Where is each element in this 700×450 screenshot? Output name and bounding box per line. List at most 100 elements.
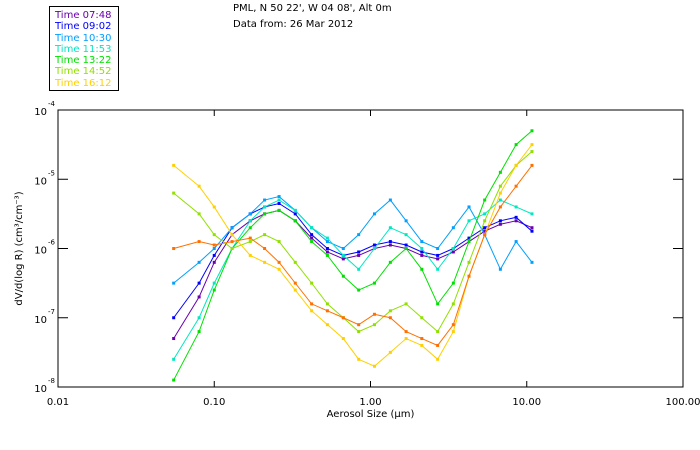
data-point — [172, 337, 176, 341]
data-point — [310, 226, 314, 230]
data-point — [325, 253, 329, 257]
legend: Time 07:48 Time 09:02 Time 10:30 Time 11:53… — [49, 6, 119, 91]
data-point — [498, 184, 502, 188]
data-point — [388, 243, 392, 247]
data-point — [498, 191, 502, 195]
data-point — [514, 219, 518, 223]
data-point — [420, 247, 424, 250]
data-point — [263, 233, 267, 237]
data-point — [498, 267, 502, 271]
data-point — [325, 302, 329, 306]
data-point — [530, 163, 534, 167]
data-point — [248, 212, 252, 216]
data-point — [436, 302, 440, 306]
data-point — [483, 219, 487, 223]
data-point — [172, 378, 176, 382]
data-point — [212, 233, 216, 237]
data-point — [341, 247, 345, 250]
y-tick-exponent: -5 — [48, 169, 55, 177]
data-point — [372, 312, 376, 316]
data-point — [357, 288, 361, 292]
data-point — [514, 205, 518, 209]
x-tick-label: 1.00 — [359, 397, 381, 408]
data-point — [404, 219, 408, 223]
data-point — [498, 198, 502, 202]
data-point — [197, 281, 201, 285]
data-point — [310, 281, 314, 285]
data-point — [372, 212, 376, 216]
y-tick-label: 10 — [34, 246, 47, 257]
data-point — [293, 212, 297, 216]
data-point — [277, 260, 281, 264]
y-tick-exponent: -8 — [48, 377, 55, 385]
chart-subtitle: Data from: 26 Mar 2012 — [233, 19, 354, 30]
x-tick-label: 10.00 — [512, 397, 541, 408]
data-point — [197, 212, 201, 216]
data-point — [388, 260, 392, 264]
y-axis-label: dV/d(log R) (cm³/cm⁻³) — [14, 191, 25, 305]
data-point — [277, 208, 281, 212]
data-point — [293, 281, 297, 285]
data-point — [483, 229, 487, 233]
data-point — [467, 205, 471, 209]
data-point — [483, 233, 487, 237]
data-point — [420, 267, 424, 271]
data-point — [325, 236, 329, 240]
y-tick-label: 10 — [34, 107, 47, 118]
data-point — [372, 323, 376, 327]
data-point — [277, 195, 281, 199]
data-point — [341, 257, 345, 261]
y-tick-exponent: -4 — [48, 100, 56, 108]
data-point — [357, 267, 361, 271]
data-point — [498, 219, 502, 223]
legend-entry: Time 07:48 — [55, 10, 112, 21]
data-point — [420, 337, 424, 341]
data-point — [436, 257, 440, 261]
data-point — [172, 163, 176, 167]
data-point — [451, 330, 455, 334]
data-point — [277, 240, 281, 244]
data-point — [436, 253, 440, 257]
data-point — [467, 240, 471, 244]
data-point — [530, 129, 534, 133]
data-point — [514, 184, 518, 188]
data-point — [404, 337, 408, 341]
data-point — [530, 229, 534, 233]
data-point — [248, 236, 252, 240]
data-point — [310, 236, 314, 240]
legend-entry: Time 13:22 — [55, 55, 112, 67]
y-tick-label: 10 — [34, 384, 47, 395]
data-point — [451, 323, 455, 327]
data-point — [197, 295, 201, 299]
data-point — [372, 243, 376, 247]
data-point — [197, 184, 201, 188]
data-point — [451, 302, 455, 306]
data-point — [212, 205, 216, 209]
y-tick-label: 10 — [34, 315, 47, 326]
data-point — [467, 236, 471, 240]
data-point — [404, 247, 408, 250]
data-point — [514, 163, 518, 167]
data-point — [230, 240, 234, 244]
data-point — [388, 240, 392, 244]
data-point — [436, 343, 440, 347]
data-point — [172, 316, 176, 320]
data-point — [451, 226, 455, 230]
data-point — [172, 247, 176, 250]
data-point — [277, 267, 281, 271]
data-point — [420, 343, 424, 347]
data-point — [498, 222, 502, 226]
data-point — [436, 330, 440, 334]
data-point — [514, 215, 518, 219]
data-point — [172, 357, 176, 361]
data-point — [197, 240, 201, 244]
data-point — [388, 316, 392, 320]
series-line — [173, 144, 533, 367]
data-point — [341, 253, 345, 257]
data-point — [293, 260, 297, 264]
data-point — [467, 274, 471, 278]
data-point — [263, 247, 267, 250]
data-point — [248, 219, 252, 223]
data-point — [530, 150, 534, 154]
